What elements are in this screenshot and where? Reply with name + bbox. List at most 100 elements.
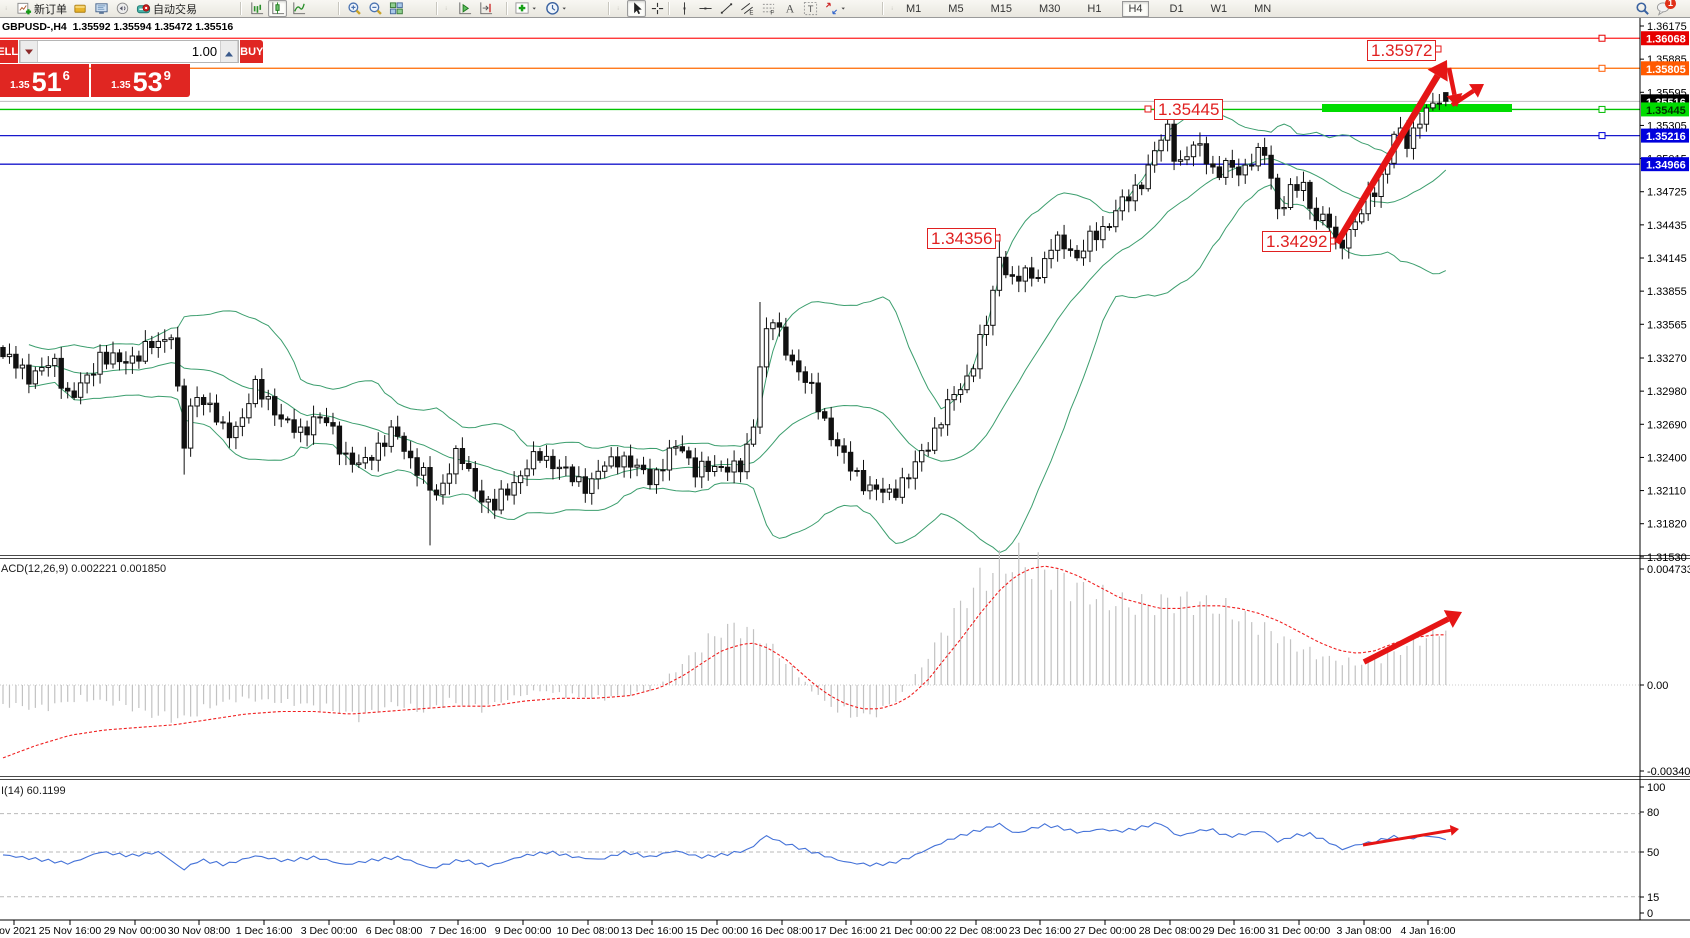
time-tick-label: 17 Dec 16:00: [815, 925, 878, 937]
time-tick-label: 23 Dec 16:00: [1009, 925, 1072, 937]
svg-text:1.36068: 1.36068: [1646, 34, 1686, 46]
price-level-lines[interactable]: [0, 37, 1640, 165]
toolbar-right-group: 1: [1632, 0, 1676, 17]
zoom-out-button[interactable]: [366, 0, 385, 17]
zoom-in-button[interactable]: [345, 0, 364, 17]
cursor-tool-button[interactable]: [627, 0, 646, 17]
timeframe-mn-button[interactable]: MN: [1254, 2, 1272, 15]
text-label-tool-button[interactable]: T: [801, 0, 820, 17]
price-level-badge: [1641, 128, 1689, 143]
candlestick-mode-button[interactable]: [268, 0, 287, 17]
horizontal-line-tool-button[interactable]: [696, 0, 715, 17]
fibo-icon: F: [762, 3, 774, 16]
rsi-axis-label: 15: [1647, 892, 1659, 904]
periods-button[interactable]: [543, 0, 571, 17]
price-annotation-1-35972[interactable]: 1.35972: [1367, 40, 1437, 61]
buy-button[interactable]: BUY: [240, 40, 264, 63]
price-axis[interactable]: 1.361751.358851.355951.353051.350151.347…: [0, 17, 1690, 921]
zoomout-icon: [369, 2, 382, 15]
price-tick-label: 1.32690: [1647, 419, 1687, 431]
timeframe-m15-button[interactable]: M15: [990, 2, 1012, 15]
rsi-axis-label: 0: [1647, 908, 1653, 920]
timeframe-h4-button[interactable]: H4: [1122, 0, 1149, 17]
linechart-icon: [293, 2, 306, 15]
toolbar-separator: [240, 2, 242, 15]
toolbar-drag-handle: [3, 0, 13, 17]
timeframe-m1-button[interactable]: M1: [906, 2, 922, 15]
chart-shift-button[interactable]: [476, 0, 495, 17]
macd-signal-line: [2, 565, 1446, 759]
annotation-arrows[interactable]: [993, 34, 1606, 847]
price-annotation-1-35445[interactable]: 1.35445: [1154, 99, 1224, 120]
timeframe-m30-button[interactable]: M30: [1038, 2, 1061, 15]
sell-button[interactable]: SELL: [0, 40, 19, 63]
handle-icon: [617, 6, 619, 10]
buy-price-display[interactable]: 1.35 53 9: [91, 64, 190, 97]
gold-icon: [74, 4, 86, 13]
macd-histogram: [2, 542, 1447, 723]
candlestick-series: [0, 92, 1449, 546]
sell-price-pip: 6: [62, 68, 70, 83]
time-tick-label: 21 Dec 00:00: [880, 925, 943, 937]
search-button[interactable]: [1633, 0, 1652, 17]
time-tick-label: 7 Dec 16:00: [430, 925, 487, 937]
timeframe-m5-button[interactable]: M5: [948, 2, 964, 15]
autotrading-button[interactable]: 自动交易: [134, 0, 199, 17]
vline-icon: [683, 2, 686, 15]
price-annotation-1-34356[interactable]: 1.34356: [927, 228, 997, 249]
svg-text:E: E: [749, 10, 753, 16]
price-annotation-1-34292[interactable]: 1.34292: [1262, 231, 1332, 252]
new-chart-button[interactable]: [71, 0, 90, 17]
market-watch-button[interactable]: [92, 0, 111, 17]
volume-increase-button[interactable]: [220, 41, 239, 62]
tile-windows-button[interactable]: [387, 0, 406, 17]
toolbar-separator: [506, 2, 508, 15]
line-anchor-square: [1598, 34, 1606, 42]
line-anchor-square: [1598, 105, 1606, 113]
shift2-icon: [480, 2, 493, 15]
new-order-button-label: 新订单: [34, 3, 67, 16]
volume-decrease-button[interactable]: [20, 41, 39, 62]
sell-price-prefix: 1.35: [10, 80, 30, 91]
vertical-line-tool-button[interactable]: [675, 0, 694, 17]
indplus-icon: [515, 2, 529, 14]
trendline-tool-button[interactable]: [717, 0, 736, 17]
new-order-button[interactable]: 新订单: [15, 0, 69, 17]
auto-scroll-button[interactable]: [455, 0, 474, 17]
svg-text:A: A: [786, 3, 795, 16]
price-tick-label: 1.36175: [1647, 21, 1687, 33]
bar-chart-mode-button[interactable]: [247, 0, 266, 17]
crosshair-tool-button[interactable]: [648, 0, 667, 17]
volume-stepper: [19, 40, 240, 63]
caret-icon: [532, 7, 536, 10]
price-tick-label: 1.34145: [1647, 253, 1687, 265]
price-level-badge: [1641, 31, 1689, 46]
price-tick-label: 1.34725: [1647, 187, 1687, 199]
indicators-button[interactable]: [513, 0, 541, 17]
channel-tool-button[interactable]: E: [738, 0, 757, 17]
text-tool-button[interactable]: A: [780, 0, 799, 17]
sell-price-display[interactable]: 1.35 51 6: [0, 64, 89, 97]
community-chat-button[interactable]: 1: [1654, 0, 1676, 17]
autotrading-button-label: 自动交易: [153, 3, 197, 16]
line-chart-mode-button[interactable]: [289, 0, 308, 17]
notifications-button[interactable]: [113, 0, 132, 17]
macd-axis-label: -0.003403: [1647, 766, 1690, 778]
price-tick-label: 1.32110: [1647, 486, 1686, 498]
arrows-tool-button[interactable]: [822, 0, 850, 17]
svg-text:1.35445: 1.35445: [1646, 105, 1686, 117]
bollinger-upper-band: [28, 69, 1447, 452]
speaker-icon: [116, 2, 129, 15]
rsi-axis-label: 50: [1647, 847, 1659, 859]
volume-input[interactable]: [38, 41, 221, 62]
time-tick-label: 30 Nov 08:00: [168, 925, 231, 937]
timeframe-h1-button[interactable]: H1: [1087, 2, 1102, 15]
timeframe-w1-button[interactable]: W1: [1210, 2, 1228, 15]
timeframe-d1-button[interactable]: D1: [1169, 2, 1184, 15]
fibonacci-tool-button[interactable]: F: [759, 0, 778, 17]
